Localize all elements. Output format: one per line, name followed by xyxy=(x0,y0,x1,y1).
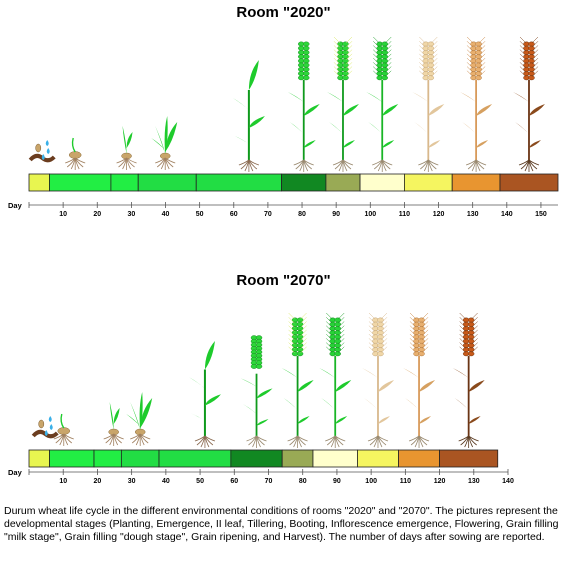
axis-tick-label: 130 xyxy=(467,211,479,218)
axis-tick-label: 120 xyxy=(434,478,446,485)
axis-tick-label: 70 xyxy=(264,211,272,218)
seed-icon xyxy=(28,140,56,163)
axis-tick-label: 100 xyxy=(365,478,377,485)
axis-tick-label: 40 xyxy=(162,478,170,485)
tillering-icon xyxy=(151,116,178,170)
harvest-ear-icon xyxy=(452,312,485,448)
axis-tick-label: 10 xyxy=(59,211,67,218)
stage-segment xyxy=(110,173,139,192)
ripening-ear-icon xyxy=(460,36,493,172)
seed-icon xyxy=(31,416,59,439)
stage-segment xyxy=(499,173,559,192)
axis-tick-label: 140 xyxy=(502,478,514,485)
ripening-ear-icon xyxy=(403,312,436,448)
day-axis: Day 10 20 30 40 50 60 70 80 90 100 110 120 130 140 150 xyxy=(8,201,558,218)
stage-segment xyxy=(325,173,361,192)
stage-segment xyxy=(49,173,112,192)
figure-caption: Durum wheat life cycle in the different … xyxy=(4,505,559,543)
stage-segment xyxy=(195,173,282,192)
axis-tick-label: 80 xyxy=(299,478,307,485)
room-2070-title: Room "2070" xyxy=(236,272,331,289)
stage-segment xyxy=(120,449,160,468)
stage-segment xyxy=(158,449,232,468)
green-ear-icon xyxy=(240,335,273,448)
stage-segment xyxy=(312,449,358,468)
axis-tick-label: 20 xyxy=(94,478,102,485)
two-leaf-icon xyxy=(116,126,137,170)
dough-ear-icon xyxy=(412,36,445,172)
axis-tick-label: 10 xyxy=(59,478,67,485)
green-ear-icon xyxy=(287,41,320,172)
stage-segment xyxy=(281,449,314,468)
dough-ear-icon xyxy=(361,312,394,448)
stage-segment xyxy=(398,449,440,468)
stage-bar xyxy=(28,449,499,468)
stage-segment xyxy=(439,449,499,468)
room-2070-diagram: Day 10 20 30 40 50 60 70 80 90 100 110 120 130 140 xyxy=(8,312,514,485)
stage-segment xyxy=(281,173,327,192)
axis-tick-label: 30 xyxy=(127,211,135,218)
stage-segment xyxy=(137,173,197,192)
milk-ear-icon xyxy=(319,312,352,448)
axis-tick-label: 60 xyxy=(230,478,238,485)
axis-tick-label: 50 xyxy=(196,478,204,485)
stage-segment xyxy=(230,449,283,468)
axis-tick-label: 80 xyxy=(298,211,306,218)
stage-segment xyxy=(404,173,453,192)
booting-icon xyxy=(232,60,265,172)
room-2020-diagram: Day 10 20 30 40 50 60 70 80 90 100 110 120 130 140 150 xyxy=(8,36,559,218)
day-axis: Day 10 20 30 40 50 60 70 80 90 100 110 120 130 140 xyxy=(8,468,514,485)
axis-tick-label: 40 xyxy=(162,211,170,218)
milk-ear-icon xyxy=(366,36,399,172)
stage-segment xyxy=(28,173,50,192)
room-2020-title: Room "2020" xyxy=(236,4,331,21)
stage-segment xyxy=(359,173,405,192)
stage-segment xyxy=(93,449,122,468)
stage-segment xyxy=(28,449,50,468)
sprout-icon xyxy=(65,137,86,170)
stage-bar xyxy=(28,173,559,192)
axis-tick-label: 110 xyxy=(400,478,411,485)
axis-tick-label: 90 xyxy=(333,478,341,485)
axis-tick-label: 50 xyxy=(196,211,204,218)
axis-tick-label: 120 xyxy=(433,211,445,218)
flowering-ear-icon xyxy=(326,36,359,172)
axis-tick-label: 130 xyxy=(468,478,480,485)
flowering-ear-icon xyxy=(281,312,314,448)
axis-tick-label: 70 xyxy=(265,478,273,485)
axis-tick-label: 60 xyxy=(230,211,238,218)
stage-segment xyxy=(49,449,95,468)
axis-tick-label: 110 xyxy=(399,211,410,218)
axis-tick-label: 90 xyxy=(332,211,340,218)
booting-icon xyxy=(188,341,221,448)
tillering-icon xyxy=(126,392,153,446)
day-axis-label: Day xyxy=(8,468,23,477)
two-leaf-icon xyxy=(103,402,124,446)
axis-tick-label: 140 xyxy=(501,211,513,218)
harvest-ear-icon xyxy=(512,36,545,172)
day-axis-label: Day xyxy=(8,201,23,210)
axis-tick-label: 30 xyxy=(128,478,136,485)
stage-segment xyxy=(451,173,501,192)
axis-tick-label: 20 xyxy=(93,211,101,218)
axis-tick-label: 100 xyxy=(364,211,376,218)
sprout-icon xyxy=(53,413,74,446)
axis-tick-label: 150 xyxy=(535,211,547,218)
stage-segment xyxy=(357,449,399,468)
